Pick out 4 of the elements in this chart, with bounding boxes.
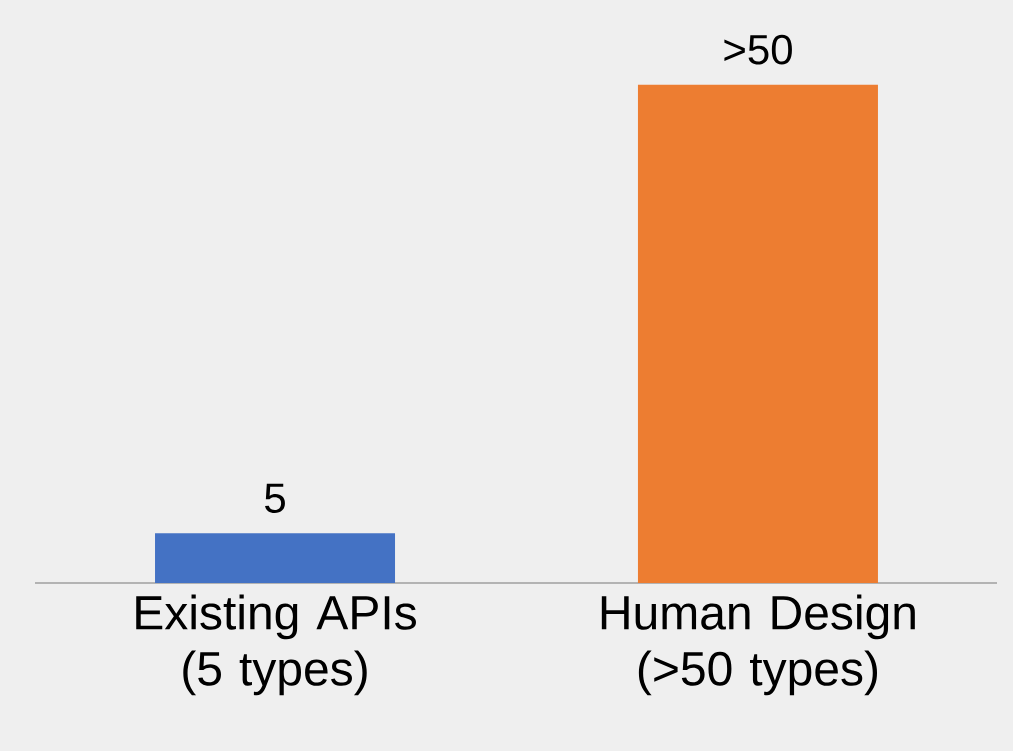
x-tick-label: Human Design (>50 types) bbox=[601, 594, 915, 696]
x-tick-label: Existing APIs (5 types) bbox=[136, 594, 416, 696]
data-label: >50 bbox=[724, 34, 792, 65]
data-label: 5 bbox=[265, 483, 285, 513]
